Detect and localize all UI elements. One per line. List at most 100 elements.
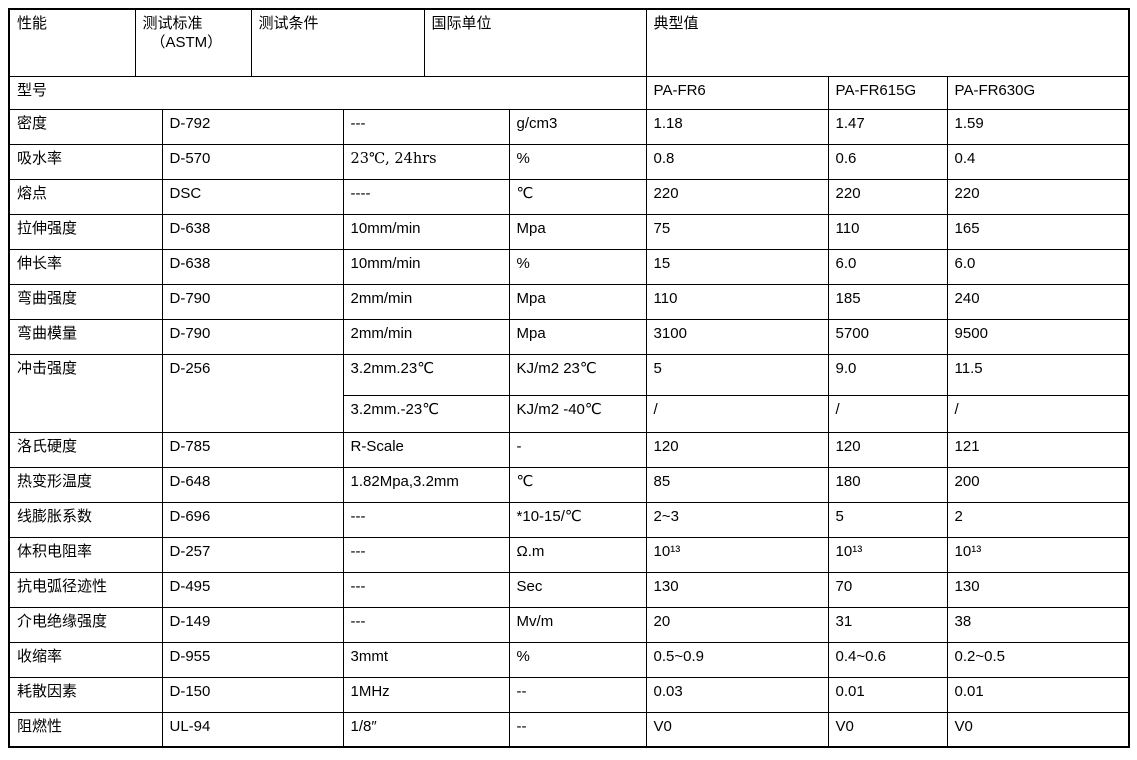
value-cell: 110 <box>645 283 829 320</box>
unit-cell: KJ/m2 -40℃ <box>508 394 647 433</box>
property-cell: 冲击强度 <box>8 353 163 433</box>
condition-cell: --- <box>342 606 510 643</box>
value-cell: 0.03 <box>645 676 829 713</box>
property-cell: 介电绝缘强度 <box>8 606 163 643</box>
value-cell: 0.4 <box>946 143 1130 180</box>
table-row: 抗电弧径迹性 D-495 --- Sec 130 70 130 <box>8 571 1130 608</box>
value-cell: 185 <box>827 283 948 320</box>
property-cell: 耗散因素 <box>8 676 163 713</box>
value-cell: 70 <box>827 571 948 608</box>
condition-cell: 1.82Mpa,3.2mm <box>342 466 510 503</box>
condition-cell: R-Scale <box>342 431 510 468</box>
unit-cell: *10-15/℃ <box>508 501 647 538</box>
standard-cell: D-257 <box>161 536 344 573</box>
value-cell: 1.18 <box>645 108 829 145</box>
model-name-pa-fr630g: PA-FR630G <box>946 75 1130 110</box>
unit-cell: Mpa <box>508 283 647 320</box>
value-cell: 165 <box>946 213 1130 250</box>
standard-cell: D-792 <box>161 108 344 145</box>
col-header-standard: 测试标准 （ASTM） <box>134 8 252 77</box>
value-cell: 9.0 <box>827 353 948 396</box>
model-name-pa-fr615g: PA-FR615G <box>827 75 948 110</box>
property-cell: 热变形温度 <box>8 466 163 503</box>
condition-cell: ---- <box>342 178 510 215</box>
value-cell: 240 <box>946 283 1130 320</box>
standard-cell: D-638 <box>161 213 344 250</box>
unit-cell: Mpa <box>508 213 647 250</box>
value-cell: 0.5~0.9 <box>645 641 829 678</box>
value-cell: 10¹³ <box>645 536 829 573</box>
property-cell: 洛氏硬度 <box>8 431 163 468</box>
table-row-impact-1: 冲击强度 D-256 3.2mm.23℃ KJ/m2 23℃ 5 9.0 11.… <box>8 353 1130 433</box>
value-cell: 5700 <box>827 318 948 355</box>
value-cell: 0.01 <box>946 676 1130 713</box>
model-name-pa-fr6: PA-FR6 <box>645 75 829 110</box>
standard-cell: D-790 <box>161 318 344 355</box>
value-cell: 10¹³ <box>946 536 1130 573</box>
value-cell: V0 <box>946 711 1130 748</box>
value-cell: 2~3 <box>645 501 829 538</box>
unit-cell: g/cm3 <box>508 108 647 145</box>
value-cell: 0.4~0.6 <box>827 641 948 678</box>
col-header-condition: 测试条件 <box>250 8 425 77</box>
standard-cell: D-495 <box>161 571 344 608</box>
value-cell: 85 <box>645 466 829 503</box>
standard-cell: D-638 <box>161 248 344 285</box>
value-cell: 0.8 <box>645 143 829 180</box>
table-row: 收缩率 D-955 3mmt % 0.5~0.9 0.4~0.6 0.2~0.5 <box>8 641 1130 678</box>
property-cell: 抗电弧径迹性 <box>8 571 163 608</box>
value-cell: 38 <box>946 606 1130 643</box>
value-cell: 220 <box>946 178 1130 215</box>
standard-label-line2: （ASTM） <box>150 33 223 51</box>
model-label: 型号 <box>8 75 647 110</box>
standard-cell: D-256 <box>161 353 344 433</box>
condition-cell: 2mm/min <box>342 283 510 320</box>
property-cell: 伸长率 <box>8 248 163 285</box>
value-cell: 2 <box>946 501 1130 538</box>
unit-cell: ℃ <box>508 178 647 215</box>
standard-cell: D-696 <box>161 501 344 538</box>
standard-cell: D-149 <box>161 606 344 643</box>
value-cell: 220 <box>645 178 829 215</box>
value-cell: 180 <box>827 466 948 503</box>
table-row: 拉伸强度 D-638 10mm/min Mpa 75 110 165 <box>8 213 1130 250</box>
value-cell: / <box>827 394 948 433</box>
standard-cell: D-570 <box>161 143 344 180</box>
value-cell: 6.0 <box>946 248 1130 285</box>
table-row: 熔点 DSC ---- ℃ 220 220 220 <box>8 178 1130 215</box>
condition-cell: 23℃, 24hrs <box>342 143 510 180</box>
standard-cell: D-150 <box>161 676 344 713</box>
value-cell: 9500 <box>946 318 1130 355</box>
value-cell: V0 <box>827 711 948 748</box>
value-cell: 31 <box>827 606 948 643</box>
unit-cell: -- <box>508 676 647 713</box>
condition-cell: --- <box>342 571 510 608</box>
unit-cell: % <box>508 143 647 180</box>
condition-cell: --- <box>342 108 510 145</box>
value-cell: 6.0 <box>827 248 948 285</box>
condition-cell: 2mm/min <box>342 318 510 355</box>
table-row: 伸长率 D-638 10mm/min % 15 6.0 6.0 <box>8 248 1130 285</box>
property-cell: 线膨胀系数 <box>8 501 163 538</box>
standard-cell: DSC <box>161 178 344 215</box>
condition-cell: 3mmt <box>342 641 510 678</box>
value-cell: 1.59 <box>946 108 1130 145</box>
value-cell: 1.47 <box>827 108 948 145</box>
condition-cell: 3.2mm.23℃ <box>342 353 510 396</box>
standard-label-line1: 测试标准 <box>142 15 203 32</box>
unit-cell: Mv/m <box>508 606 647 643</box>
col-header-typical: 典型值 <box>645 8 1130 77</box>
unit-cell: - <box>508 431 647 468</box>
value-cell: V0 <box>645 711 829 748</box>
value-cell: 120 <box>827 431 948 468</box>
unit-cell: KJ/m2 23℃ <box>508 353 647 396</box>
value-cell: / <box>946 394 1130 433</box>
table-row: 热变形温度 D-648 1.82Mpa,3.2mm ℃ 85 180 200 <box>8 466 1130 503</box>
condition-cell: 1MHz <box>342 676 510 713</box>
unit-cell: % <box>508 641 647 678</box>
value-cell: 110 <box>827 213 948 250</box>
value-cell: 130 <box>946 571 1130 608</box>
value-cell: 5 <box>645 353 829 396</box>
table-row: 弯曲强度 D-790 2mm/min Mpa 110 185 240 <box>8 283 1130 320</box>
condition-cell: --- <box>342 501 510 538</box>
